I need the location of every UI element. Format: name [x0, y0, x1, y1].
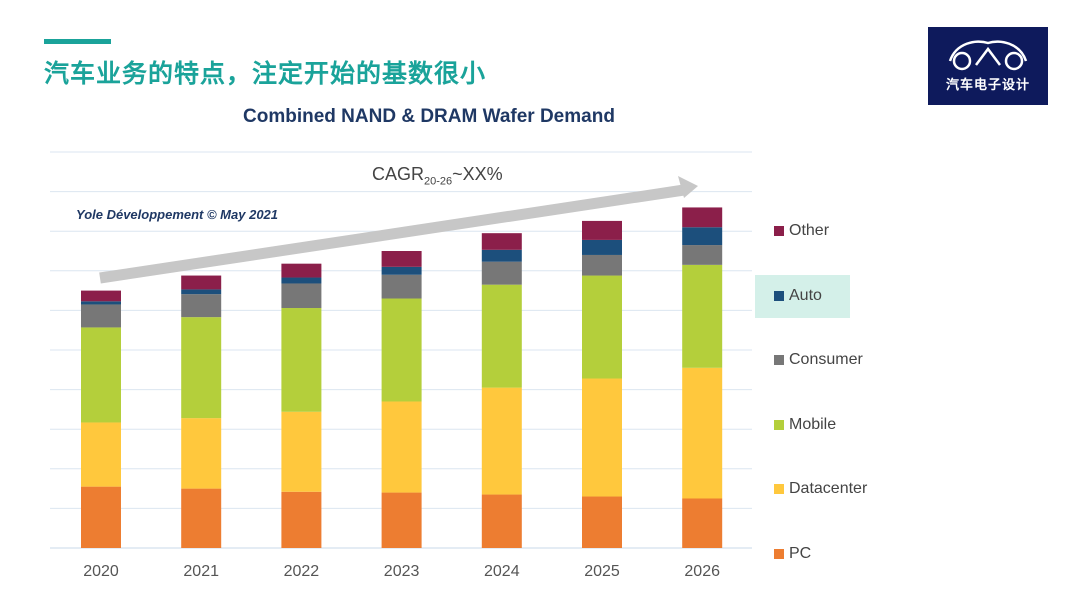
bar-pc-2026 [682, 498, 723, 548]
legend-item-other: Other [774, 222, 829, 240]
legend-label: Consumer [789, 351, 863, 369]
legend-swatch [774, 484, 784, 495]
bar-datacenter-2026 [682, 367, 723, 499]
bar-datacenter-2020 [81, 422, 121, 487]
legend-swatch [774, 549, 784, 559]
legend-swatch [774, 355, 784, 366]
bar-datacenter-2023 [381, 401, 422, 493]
bar-auto-2023 [381, 266, 422, 275]
cagr-value: ~XX% [452, 164, 503, 184]
bar-datacenter-2022 [281, 411, 322, 492]
bar-pc-2020 [81, 486, 121, 548]
bar-other-2024 [481, 233, 522, 250]
legend-label: Datacenter [789, 480, 868, 498]
bar-mobile-2026 [682, 264, 723, 368]
bar-auto-2021 [181, 289, 222, 295]
legend-label: Mobile [789, 415, 837, 433]
bar-datacenter-2021 [181, 418, 222, 489]
x-tick-label: 2026 [684, 563, 720, 580]
cagr-annotation: CAGR20-26~XX% [372, 164, 503, 188]
bar-auto-2020 [81, 301, 121, 305]
x-tick-label: 2023 [384, 563, 420, 580]
legend-highlight-auto [755, 275, 850, 318]
legend-label: Auto [789, 286, 822, 304]
legend-item-pc: PC [774, 545, 811, 563]
bar-mobile-2025 [582, 275, 622, 379]
chart-title: Combined NAND & DRAM Wafer Demand [243, 106, 615, 127]
legend-label: PC [789, 545, 812, 562]
slide-title: 汽车业务的特点，注定开始的基数很小 [44, 59, 487, 88]
x-axis-labels: 2020 2021 2022 2023 2024 2025 2026 [83, 563, 720, 580]
bars [81, 207, 723, 548]
legend-item-auto: Auto [774, 287, 822, 305]
bar-auto-2025 [582, 239, 622, 255]
bar-pc-2022 [281, 491, 322, 548]
bar-other-2026 [682, 207, 723, 228]
cagr-subscript: 20-26 [424, 175, 453, 188]
bar-auto-2026 [682, 227, 723, 246]
bar-other-2023 [381, 251, 422, 267]
x-tick-label: 2025 [584, 563, 620, 580]
growth-arrow-shaft [99, 184, 685, 284]
legend-item-datacenter: Datacenter [774, 480, 867, 498]
bar-other-2022 [281, 263, 322, 278]
growth-arrow [99, 176, 698, 284]
bar-pc-2024 [481, 494, 522, 548]
legend-swatch [774, 290, 784, 301]
bar-pc-2025 [582, 496, 622, 548]
bar-mobile-2024 [481, 284, 522, 388]
bar-consumer-2020 [81, 304, 121, 328]
bar-mobile-2020 [81, 327, 121, 423]
bar-auto-2022 [281, 277, 322, 284]
bar-datacenter-2024 [481, 387, 522, 495]
bar-consumer-2024 [481, 261, 522, 285]
bar-other-2020 [81, 290, 121, 302]
bar-consumer-2023 [381, 274, 422, 299]
growth-arrow-head [678, 176, 698, 198]
car-logo-icon [948, 40, 1028, 71]
bar-pc-2021 [181, 488, 222, 548]
brand-logo: 汽车电子设计 [928, 27, 1048, 105]
bar-datacenter-2025 [582, 378, 622, 497]
bar-mobile-2022 [281, 308, 322, 412]
bar-consumer-2021 [181, 294, 222, 318]
legend-item-consumer: Consumer [774, 351, 863, 369]
x-tick-label: 2024 [484, 563, 520, 580]
bar-other-2021 [181, 275, 222, 290]
legend-item-mobile: Mobile [774, 416, 836, 434]
bar-pc-2023 [381, 492, 422, 548]
x-tick-label: 2021 [183, 563, 219, 580]
bar-mobile-2021 [181, 317, 222, 419]
title-accent-bar [44, 39, 111, 44]
x-tick-label: 2022 [284, 563, 320, 580]
bar-other-2025 [582, 220, 622, 240]
legend-label: Other [789, 222, 830, 239]
source-watermark: Yole Développement © May 2021 [76, 207, 279, 222]
logo-text: 汽车电子设计 [945, 78, 1030, 93]
bar-consumer-2022 [281, 283, 322, 309]
x-tick-label: 2020 [83, 563, 119, 580]
legend-swatch [774, 226, 784, 236]
bar-consumer-2026 [682, 245, 723, 265]
bar-auto-2024 [481, 249, 522, 262]
bar-consumer-2025 [582, 254, 622, 276]
bar-mobile-2023 [381, 298, 422, 402]
legend-swatch [774, 419, 784, 430]
cagr-base: CAGR [372, 164, 425, 184]
